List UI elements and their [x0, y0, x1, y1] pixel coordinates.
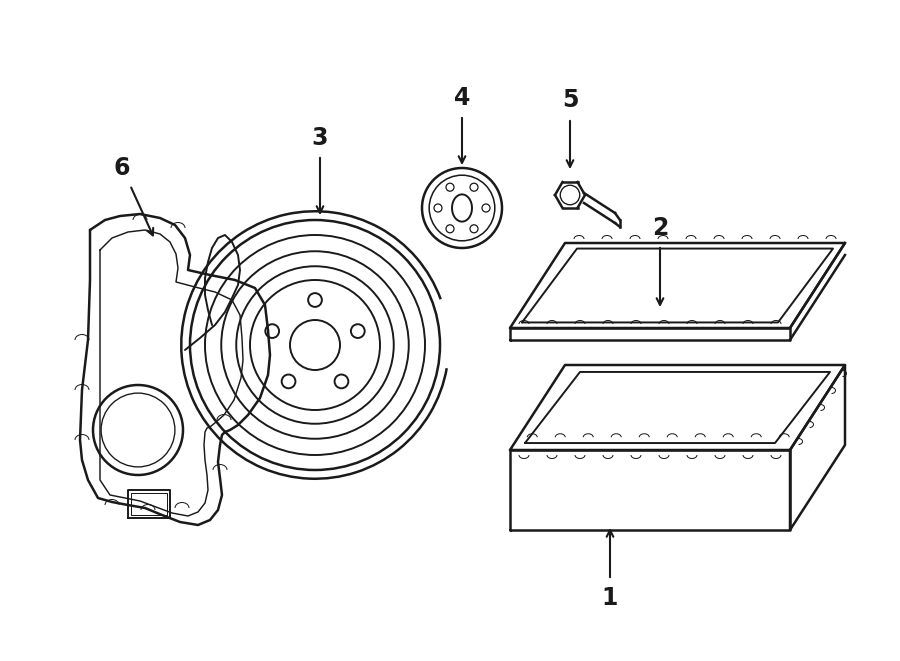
Text: 3: 3 [311, 126, 328, 150]
Text: 4: 4 [454, 86, 470, 110]
Text: 5: 5 [562, 88, 578, 112]
Text: 1: 1 [602, 586, 618, 610]
Text: 2: 2 [652, 216, 668, 240]
Text: 6: 6 [113, 156, 130, 180]
